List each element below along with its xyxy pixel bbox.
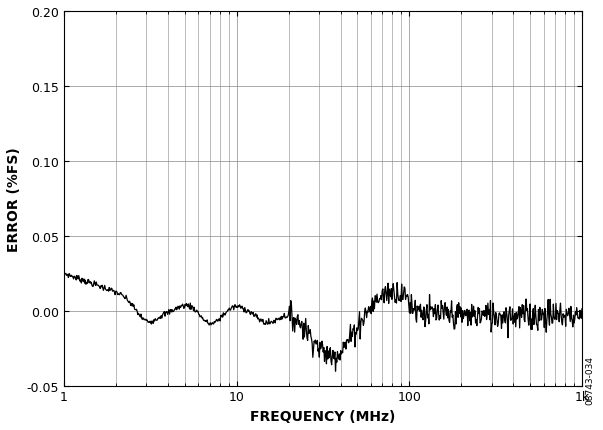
Text: 08743-034: 08743-034 <box>585 355 594 404</box>
X-axis label: FREQUENCY (MHz): FREQUENCY (MHz) <box>250 409 396 423</box>
Y-axis label: ERROR (%FS): ERROR (%FS) <box>7 147 21 251</box>
